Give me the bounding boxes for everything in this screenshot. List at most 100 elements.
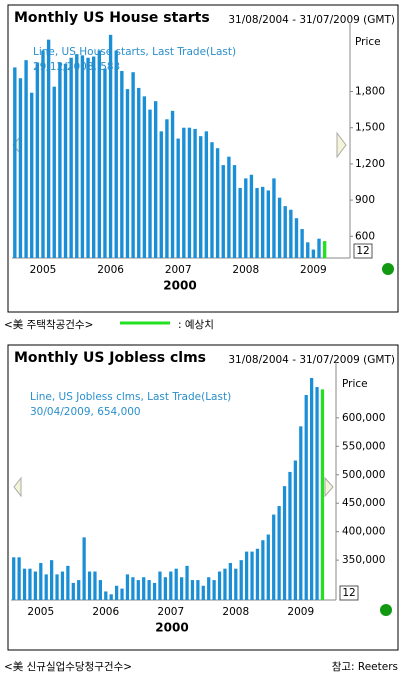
bar — [199, 136, 203, 258]
bar — [158, 571, 162, 600]
x-axis-label: 2000 — [163, 279, 196, 293]
bar — [131, 72, 135, 258]
bar — [142, 96, 147, 258]
bar — [215, 148, 220, 258]
bar — [245, 551, 249, 600]
bar — [35, 62, 40, 259]
bar — [239, 560, 243, 600]
y-tick-label: 500,000 — [342, 469, 385, 481]
y-tick-label: 400,000 — [342, 526, 385, 538]
chart-frame — [7, 4, 399, 313]
bar — [293, 460, 297, 600]
bar — [217, 571, 222, 600]
bar — [39, 562, 43, 600]
date-range: 31/08/2004 - 31/07/2009 (GMT) — [228, 14, 395, 26]
bar — [165, 119, 169, 259]
bar — [147, 580, 151, 600]
bar — [288, 471, 292, 600]
bar — [260, 186, 265, 258]
bar — [60, 571, 65, 600]
bar — [170, 110, 175, 258]
bar — [228, 562, 232, 600]
bar — [193, 128, 197, 258]
y-tick-label: 1,500 — [355, 122, 385, 134]
bar — [50, 560, 54, 600]
bar — [169, 571, 173, 600]
bar — [283, 206, 287, 258]
bar — [322, 241, 327, 258]
footer-label: <美 신규실업수당청구건수> — [4, 660, 132, 673]
bar — [272, 514, 276, 600]
bar — [304, 395, 308, 600]
bar — [66, 565, 70, 600]
chart-title: Monthly US House starts — [14, 10, 210, 26]
bar — [223, 568, 227, 600]
bar — [41, 50, 45, 259]
bar — [30, 92, 34, 258]
bar — [227, 156, 231, 258]
bar — [136, 580, 140, 600]
bar — [320, 389, 325, 600]
bar — [174, 568, 178, 600]
y-tick-label: 1,200 — [355, 158, 385, 170]
scroll-right[interactable] — [336, 131, 347, 159]
bar — [125, 574, 130, 600]
bar — [55, 574, 59, 600]
bar — [97, 50, 102, 259]
bar — [28, 568, 32, 600]
bar — [159, 131, 163, 258]
bar — [294, 218, 299, 258]
bar — [255, 188, 259, 258]
bar — [204, 131, 209, 258]
y-tick-label: 600,000 — [342, 412, 385, 424]
bar — [311, 249, 316, 258]
bar — [163, 577, 167, 600]
footer-note: 참고: Reeters — [332, 661, 398, 673]
legend-text: 29/12/2008, 583 — [33, 61, 120, 73]
bar — [58, 62, 62, 259]
bar — [180, 577, 184, 600]
bar — [190, 580, 195, 600]
bar — [299, 426, 303, 600]
footer-key: : 예상치 — [178, 318, 214, 331]
bar — [63, 63, 68, 259]
bar — [104, 591, 108, 600]
bar — [98, 580, 102, 600]
indicator-label: 12 — [356, 245, 369, 257]
bar — [221, 165, 225, 258]
legend-text: 30/04/2009, 654,000 — [30, 406, 141, 418]
bar — [232, 165, 237, 258]
bar — [93, 571, 97, 600]
footer-label: <美 주택착공건수> — [4, 318, 93, 331]
bar — [109, 594, 113, 600]
y-tick-label: 600 — [355, 230, 375, 242]
bar — [46, 39, 51, 259]
bar — [255, 548, 260, 600]
bar — [176, 138, 180, 258]
status-dot — [380, 604, 392, 616]
bar — [266, 534, 270, 600]
bar — [310, 377, 314, 600]
scroll-left[interactable] — [13, 476, 22, 498]
bar — [52, 86, 56, 258]
date-range: 31/08/2004 - 31/07/2009 (GMT) — [228, 354, 395, 366]
bar — [210, 142, 214, 258]
bar — [238, 188, 242, 258]
bar — [115, 585, 119, 600]
bar — [71, 582, 75, 600]
x-tick-label: 2005 — [30, 264, 57, 276]
bar — [142, 577, 146, 600]
bar — [114, 50, 118, 259]
y-tick-label: 900 — [355, 194, 375, 206]
x-tick-label: 2006 — [97, 264, 124, 276]
x-tick-label: 2005 — [27, 606, 54, 618]
bar — [266, 190, 271, 258]
bar — [182, 127, 186, 258]
scroll-right[interactable] — [324, 476, 334, 498]
bar — [315, 387, 319, 600]
indicator-label: 12 — [342, 587, 355, 599]
bar — [120, 71, 124, 259]
bar — [13, 67, 17, 259]
bar — [125, 89, 130, 258]
